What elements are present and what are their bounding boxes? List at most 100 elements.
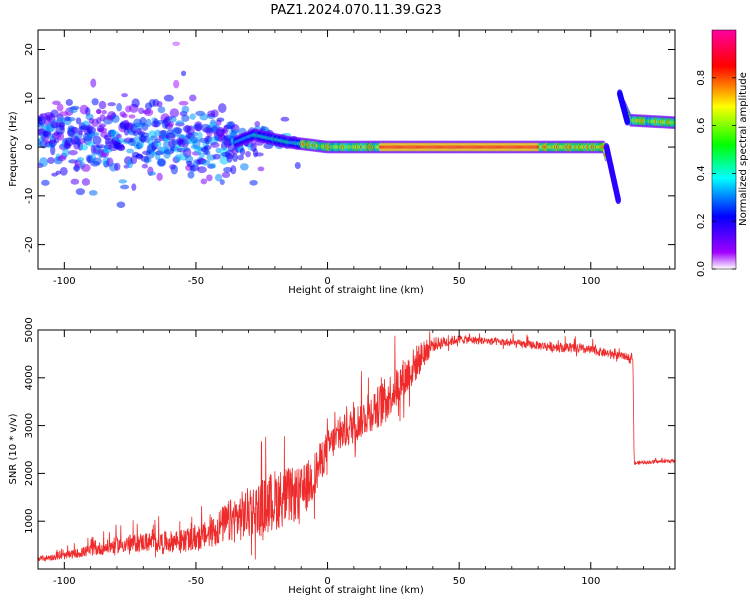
spectral-blob bbox=[237, 154, 245, 161]
spectral-blob bbox=[203, 145, 212, 151]
spectral-blob bbox=[232, 153, 238, 163]
spectrogram-xtick-label: 0 bbox=[324, 276, 330, 287]
spectral-blob bbox=[41, 179, 50, 186]
spectral-blob bbox=[56, 103, 64, 112]
snr-ytick-label: 4000 bbox=[24, 365, 35, 390]
colorbar-label: Normalized spectral amplitude bbox=[738, 72, 749, 226]
spectral-blob bbox=[180, 70, 187, 77]
spectral-blob bbox=[189, 113, 196, 120]
spectral-blob bbox=[223, 166, 233, 173]
spectrogram-ylabel: Frequency (Hz) bbox=[8, 111, 19, 187]
spectral-blob bbox=[130, 155, 138, 165]
spectral-blob bbox=[199, 113, 209, 121]
spectral-blob bbox=[131, 183, 137, 191]
spectrogram-xtick-label: -50 bbox=[188, 276, 204, 287]
spectral-blob bbox=[97, 127, 108, 133]
figure-title: PAZ1.2024.070.11.39.G23 bbox=[270, 3, 441, 18]
spectral-blob bbox=[197, 131, 203, 140]
snr-xtick-label: -100 bbox=[53, 576, 76, 587]
spectral-blob bbox=[181, 105, 190, 114]
spectral-blob bbox=[111, 114, 120, 123]
colorbar-tick-label: 0.2 bbox=[696, 213, 707, 229]
spectral-blob bbox=[211, 109, 219, 118]
spectral-blob bbox=[70, 178, 80, 185]
spectral-blob bbox=[120, 184, 130, 190]
drop-band bbox=[615, 196, 622, 205]
spectral-blob bbox=[75, 117, 82, 125]
spectral-blob bbox=[254, 152, 264, 157]
spectral-blob bbox=[189, 164, 200, 172]
spectral-blob bbox=[173, 127, 183, 134]
spectral-blob bbox=[217, 103, 227, 113]
spectral-blob bbox=[206, 174, 213, 182]
spectral-blob bbox=[240, 163, 249, 171]
spectral-blob bbox=[92, 157, 102, 165]
spectral-blob bbox=[58, 121, 65, 128]
spectral-blob bbox=[121, 93, 128, 98]
spectral-blob bbox=[59, 166, 68, 176]
spectral-blob bbox=[219, 156, 229, 165]
spectral-blob bbox=[175, 120, 185, 125]
spectral-blob bbox=[169, 108, 180, 118]
spectral-blob bbox=[92, 135, 102, 145]
spectral-blob bbox=[280, 116, 290, 122]
colorbar-tick-label: 0.0 bbox=[696, 261, 707, 277]
spectral-blob bbox=[96, 109, 102, 115]
spectral-blob bbox=[257, 166, 265, 172]
colorbar-tick-label: 0.8 bbox=[696, 70, 707, 86]
spectral-blob bbox=[98, 100, 107, 110]
snr-ytick-label: 5000 bbox=[24, 317, 35, 342]
snr-ticks: -100 -50 0 50 100 1000 2000 3000 4000 5000 bbox=[24, 317, 675, 587]
spectral-blob bbox=[126, 148, 135, 154]
spectral-blob bbox=[189, 94, 197, 102]
spectrogram-ytick-label: -20 bbox=[24, 236, 35, 252]
spectral-blob bbox=[156, 100, 163, 108]
spectral-blob bbox=[199, 152, 205, 159]
spectral-blob bbox=[197, 166, 207, 174]
spectral-blob bbox=[117, 144, 125, 151]
snr-frame bbox=[37, 329, 676, 570]
spectral-blob bbox=[153, 141, 162, 148]
spectral-blob bbox=[139, 117, 147, 126]
spectral-blob bbox=[200, 178, 208, 185]
snr-ylabel: SNR (10 * v/v) bbox=[8, 413, 19, 484]
spectral-blob bbox=[52, 100, 61, 105]
spectral-blob bbox=[167, 121, 174, 127]
spectral-blob bbox=[294, 161, 301, 170]
spectral-blob bbox=[131, 98, 140, 108]
snr-panel: -100 -50 0 50 100 1000 2000 3000 4000 5000 Height… bbox=[8, 317, 676, 596]
spectral-blob bbox=[210, 142, 220, 148]
colorbar-tick-label: 0.6 bbox=[696, 118, 707, 134]
spectral-blob bbox=[157, 158, 166, 167]
spectral-blob bbox=[98, 123, 107, 128]
spectral-blob bbox=[39, 157, 49, 168]
snr-xtick-label: -50 bbox=[188, 576, 204, 587]
spectral-blob bbox=[101, 109, 107, 115]
spectral-blob bbox=[221, 171, 231, 179]
spectral-blob bbox=[81, 164, 91, 172]
snr-xtick-label: 50 bbox=[453, 576, 466, 587]
spectral-blob bbox=[62, 147, 70, 158]
spectral-blob bbox=[219, 179, 225, 185]
spectrogram-xtick-label: 50 bbox=[453, 276, 466, 287]
spectral-blob bbox=[91, 98, 99, 106]
spectral-blob bbox=[143, 108, 154, 117]
spectral-blob bbox=[121, 113, 128, 119]
spectral-blob bbox=[114, 162, 121, 171]
spectral-blob bbox=[47, 157, 55, 164]
spectrogram-ytick-label: 10 bbox=[24, 92, 35, 105]
spectral-blob bbox=[232, 130, 238, 135]
snr-ytick-label: 1000 bbox=[24, 508, 35, 533]
spectral-blob bbox=[148, 171, 157, 176]
spectrogram-xlabel: Height of straight line (km) bbox=[288, 285, 424, 296]
spectral-blob bbox=[116, 201, 126, 208]
spectral-blob bbox=[50, 109, 59, 118]
spectral-blob bbox=[118, 179, 127, 184]
jump-band bbox=[624, 117, 631, 126]
snr-xtick-label: 100 bbox=[581, 576, 600, 587]
spectral-blob bbox=[66, 116, 76, 122]
spectral-blob bbox=[187, 171, 195, 179]
colorbar-ticks: 0.0 0.2 0.4 0.6 0.8 bbox=[696, 70, 736, 277]
